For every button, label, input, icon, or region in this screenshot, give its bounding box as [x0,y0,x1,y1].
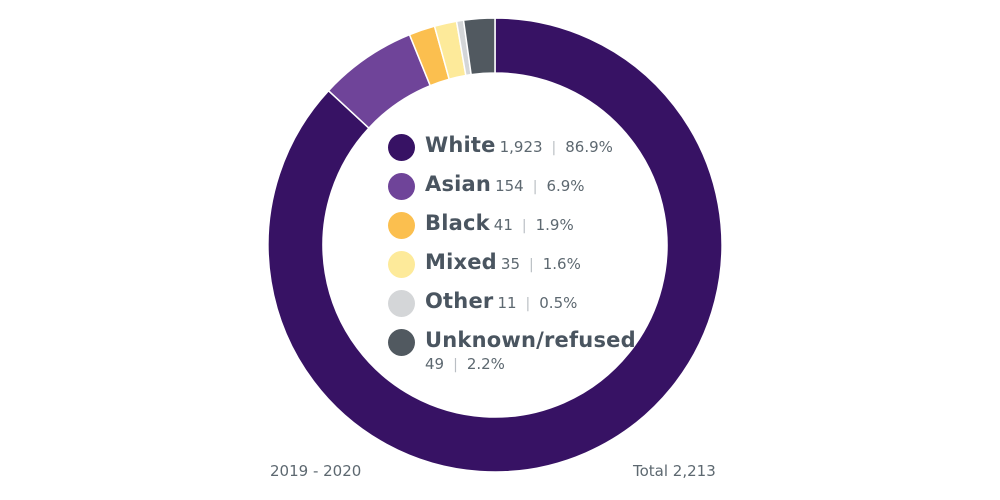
legend-item-unknown-refused: Unknown/refused 49 | 2.2% [388,325,648,385]
legend-item-asian: Asian 154 | 6.9% [388,169,648,208]
legend-item-mixed: Mixed 35 | 1.6% [388,247,648,286]
separator: | [532,179,538,195]
legend-label-unknown-refused: Unknown/refused [425,328,636,352]
legend-count-white: 1,923 [499,138,543,156]
legend-label-black: Black [425,211,490,235]
separator: | [453,357,458,373]
legend-count-unknown-refused: 49 [425,355,445,373]
legend-label-other: Other [425,289,494,313]
period-label: 2019 - 2020 [270,462,362,480]
separator: | [525,296,531,312]
legend-percent-unknown-refused: 2.2% [466,355,505,373]
donut-slice-white [267,17,723,473]
separator: | [529,257,534,273]
total-label: Total 2,213 [633,462,716,480]
legend-swatch-black [388,212,415,239]
legend-percent-white: 86.9% [565,138,613,156]
separator: | [521,218,527,234]
legend-item-other: Other 11 | 0.5% [388,286,648,325]
legend: White 1,923 | 86.9% Asian 154 | 6.9% Black 41 | 1… [388,130,648,385]
legend-swatch-asian [388,173,415,200]
legend-percent-black: 1.9% [535,216,574,234]
legend-count-other: 11 [497,294,517,312]
legend-count-black: 41 [493,216,513,234]
donut-slice-unknown-refused [462,17,496,76]
legend-swatch-other [388,290,415,317]
legend-percent-asian: 6.9% [546,177,585,195]
legend-percent-other: 0.5% [539,294,578,312]
legend-swatch-mixed [388,251,415,278]
separator: | [551,140,557,156]
legend-swatch-unknown-refused [388,329,415,356]
legend-swatch-white [388,134,415,161]
legend-percent-mixed: 1.6% [542,255,581,273]
legend-label-white: White [425,133,496,157]
legend-count-mixed: 35 [500,255,521,273]
legend-count-asian: 154 [495,177,524,195]
legend-item-white: White 1,923 | 86.9% [388,130,648,169]
legend-item-black: Black 41 | 1.9% [388,208,648,247]
legend-label-mixed: Mixed [425,250,497,274]
legend-label-asian: Asian [425,172,492,196]
